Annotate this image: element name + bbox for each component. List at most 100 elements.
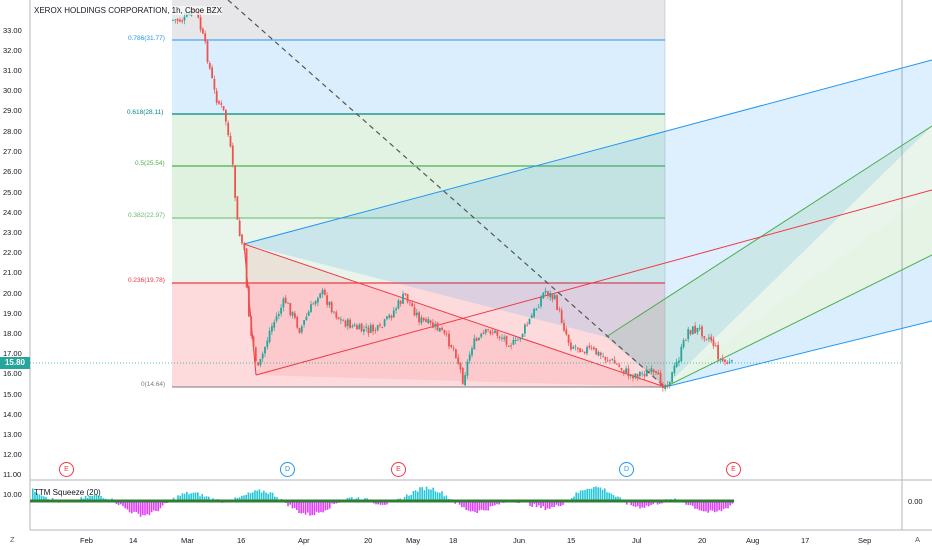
auto-scale-button[interactable]: A xyxy=(915,535,921,544)
squeeze-bar xyxy=(34,491,36,501)
squeeze-bar xyxy=(375,501,377,505)
squeeze-bar xyxy=(729,501,731,506)
timezone-button[interactable]: Z xyxy=(10,535,15,544)
earnings-marker[interactable]: E xyxy=(59,462,74,477)
dividend-marker[interactable]: D xyxy=(619,462,634,477)
fib-retracement[interactable] xyxy=(172,0,666,388)
squeeze-bar xyxy=(535,501,538,508)
squeeze-bar xyxy=(696,501,698,509)
squeeze-bar xyxy=(159,501,162,509)
candle-body xyxy=(710,336,713,341)
price-candles[interactable] xyxy=(172,7,733,392)
candle-body xyxy=(613,360,616,364)
candle-body xyxy=(650,368,653,372)
squeeze-bar xyxy=(203,496,206,501)
candle-body xyxy=(662,384,664,388)
candle-body xyxy=(517,339,519,341)
price-axis-label: 14.00 xyxy=(3,410,22,419)
squeeze-bar xyxy=(194,492,197,501)
earnings-marker[interactable]: E xyxy=(726,462,741,477)
indicator-label[interactable]: TTM Squeeze (20) xyxy=(34,488,101,497)
squeeze-bar xyxy=(249,493,252,501)
squeeze-bar xyxy=(157,501,159,512)
squeeze-bar xyxy=(491,501,494,507)
price-axis-label: 22.00 xyxy=(3,248,22,257)
squeeze-bar xyxy=(93,495,96,501)
squeeze-bar xyxy=(593,487,595,501)
dashed-trendline[interactable] xyxy=(227,0,666,388)
candle-body xyxy=(609,359,611,361)
candle-body xyxy=(645,369,648,377)
candle-body xyxy=(478,337,480,341)
squeeze-bar xyxy=(309,501,311,516)
squeeze-bar xyxy=(443,496,445,501)
squeeze-bar xyxy=(694,501,696,509)
candle-body xyxy=(632,375,634,379)
time-axis-label: Jul xyxy=(632,536,642,545)
pitchfork[interactable] xyxy=(243,59,932,388)
candle-body xyxy=(204,33,207,42)
candle-body xyxy=(358,324,361,330)
candle-body xyxy=(535,308,538,311)
squeeze-bar xyxy=(430,489,432,501)
candle-body xyxy=(459,362,462,370)
price-axis-label: 27.00 xyxy=(3,147,22,156)
candle-body xyxy=(259,358,262,365)
squeeze-bar xyxy=(267,493,269,501)
earnings-marker[interactable]: E xyxy=(391,462,406,477)
candle-body xyxy=(213,78,216,90)
squeeze-bar xyxy=(84,495,87,501)
dividend-marker[interactable]: D xyxy=(280,462,295,477)
candle-body xyxy=(372,324,374,332)
squeeze-bar xyxy=(238,497,241,501)
candle-body xyxy=(475,338,478,341)
candle-body xyxy=(530,315,533,319)
candle-body xyxy=(484,329,487,333)
candle-body xyxy=(491,332,494,334)
candle-body xyxy=(675,361,678,367)
candle-body xyxy=(436,322,439,331)
squeeze-bar xyxy=(601,489,604,501)
candle-body xyxy=(501,337,503,339)
squeeze-bar xyxy=(80,497,82,501)
candle-body xyxy=(402,293,404,304)
squeeze-bar xyxy=(483,501,485,511)
candle-body xyxy=(618,364,621,367)
candle-body xyxy=(464,375,466,386)
squeeze-bar xyxy=(403,497,406,501)
squeeze-bar xyxy=(595,486,597,501)
symbol-title[interactable]: XEROX HOLDINGS CORPORATION, 1h, Cboe BZX xyxy=(34,6,222,15)
candle-body xyxy=(448,333,450,347)
squeeze-bar xyxy=(531,501,533,507)
squeeze-bar xyxy=(584,490,586,501)
time-axis-label: 18 xyxy=(449,536,458,545)
candle-body xyxy=(708,337,710,339)
candle-body xyxy=(721,358,724,362)
candle-body xyxy=(657,372,660,375)
squeeze-bar xyxy=(467,501,470,511)
candle-body xyxy=(616,363,618,365)
squeeze-bar xyxy=(472,501,474,512)
candle-body xyxy=(641,372,644,374)
squeeze-bar xyxy=(617,496,619,501)
squeeze-bar xyxy=(45,497,47,501)
candle-body xyxy=(390,315,393,318)
candle-body xyxy=(445,333,448,335)
squeeze-bar xyxy=(179,495,181,501)
squeeze-bar xyxy=(36,493,38,501)
candle-body xyxy=(703,336,706,339)
candle-body xyxy=(482,332,485,334)
squeeze-bar xyxy=(326,501,329,510)
candle-body xyxy=(540,297,542,307)
squeeze-bar xyxy=(139,501,142,517)
candle-body xyxy=(432,322,434,328)
squeeze-bar xyxy=(553,501,555,508)
candle-body xyxy=(383,319,386,326)
price-axis-label: 26.00 xyxy=(3,167,22,176)
candle-body xyxy=(519,338,522,340)
price-axis-label: 20.00 xyxy=(3,289,22,298)
squeeze-bar xyxy=(124,501,126,509)
candle-body xyxy=(206,40,209,63)
price-axis-label: 31.00 xyxy=(3,66,22,75)
